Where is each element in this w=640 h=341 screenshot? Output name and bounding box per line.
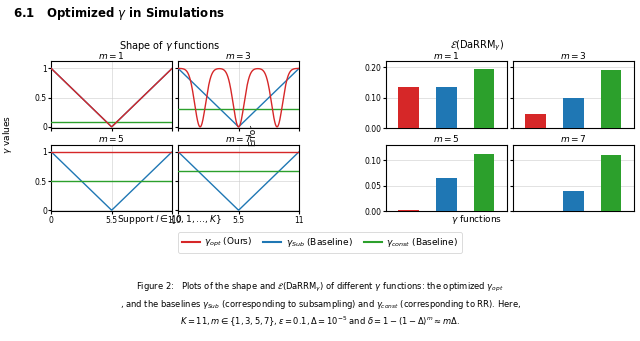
Text: $\gamma$ values: $\gamma$ values [1, 115, 14, 154]
Text: 6.1   Optimized $\gamma$ in Simulations: 6.1 Optimized $\gamma$ in Simulations [13, 5, 225, 22]
Bar [563, 191, 584, 211]
Text: Figure 2:   Plots of the shape and $\mathcal{E}$(DaRRM$_\gamma$) of different $\: Figure 2: Plots of the shape and $\mathc… [120, 281, 520, 329]
Title: $m = 3$: $m = 3$ [560, 49, 587, 61]
Bar [525, 115, 546, 128]
Text: Error: Error [248, 124, 257, 146]
Text: Shape of $\gamma$ functions: Shape of $\gamma$ functions [119, 39, 220, 53]
Legend: $\gamma_{opt}$ (Ours), $\gamma_{Sub}$ (Baseline), $\gamma_{const}$ (Baseline): $\gamma_{opt}$ (Ours), $\gamma_{Sub}$ (B… [179, 232, 461, 253]
Text: Support $l \in \{0, 1, \ldots, K\}$: Support $l \in \{0, 1, \ldots, K\}$ [117, 213, 222, 226]
Bar [398, 210, 419, 211]
Text: $\mathcal{E}$(DaRRM$_\gamma$): $\mathcal{E}$(DaRRM$_\gamma$) [450, 39, 504, 53]
Title: $m = 3$: $m = 3$ [225, 49, 252, 61]
Bar [474, 69, 494, 128]
Bar [563, 98, 584, 128]
Bar [436, 87, 456, 128]
Bar [474, 154, 494, 211]
Title: $m = 1$: $m = 1$ [99, 49, 125, 61]
Title: $m = 1$: $m = 1$ [433, 49, 460, 61]
Title: $m = 7$: $m = 7$ [225, 133, 252, 144]
Bar [398, 87, 419, 128]
Title: $m = 5$: $m = 5$ [99, 133, 125, 144]
Title: $m = 5$: $m = 5$ [433, 133, 460, 144]
Text: $\gamma$ functions: $\gamma$ functions [451, 213, 502, 226]
Bar [436, 178, 456, 211]
Title: $m = 7$: $m = 7$ [560, 133, 587, 144]
Bar [600, 155, 621, 211]
Bar [600, 70, 621, 128]
